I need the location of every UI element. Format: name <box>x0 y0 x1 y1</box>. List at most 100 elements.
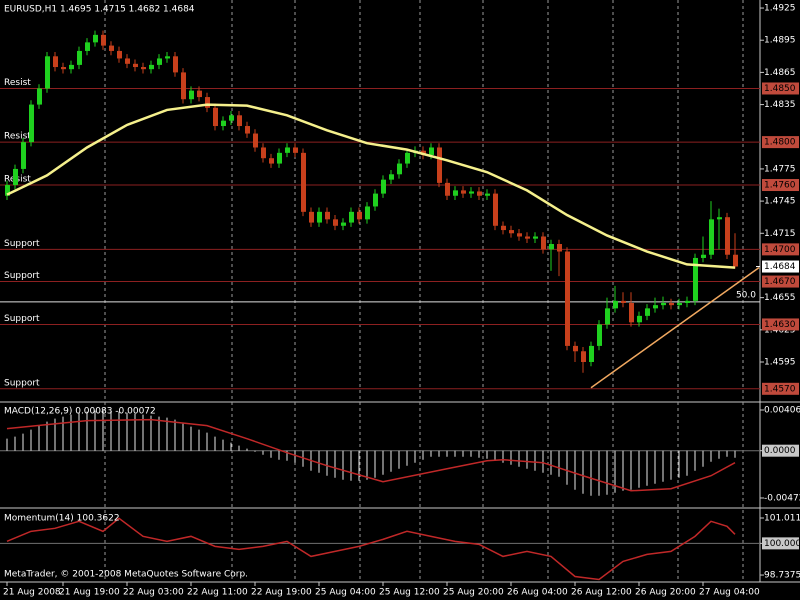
candle-body <box>309 211 314 223</box>
candle-body <box>717 217 722 220</box>
level-name: Support <box>4 378 40 388</box>
x-tick-label: 21 Aug 2008 <box>3 588 61 598</box>
y-tick-label: 0.0000 <box>764 446 796 456</box>
candle-body <box>653 305 658 309</box>
candle-body <box>549 244 554 250</box>
candle-body <box>349 211 354 223</box>
copyright: MetaTrader, © 2001-2008 MetaQuotes Softw… <box>4 570 248 580</box>
candle-body <box>645 308 650 316</box>
fib-label: 50.0 <box>736 290 756 300</box>
candle-body <box>557 244 562 252</box>
candle-body <box>701 254 706 258</box>
candle-body <box>117 50 122 59</box>
y-tick-label: 1.4595 <box>764 357 796 367</box>
level-label: 1.4760 <box>764 181 796 191</box>
signal-line <box>6 418 736 492</box>
level-label: 1.4700 <box>764 245 796 255</box>
y-tick-label: 101.0116 <box>764 513 800 523</box>
candle-body <box>565 251 570 346</box>
candle-body <box>237 115 242 127</box>
x-tick-label: 26 Aug 20:00 <box>635 588 696 598</box>
level-box <box>762 275 799 288</box>
level-box <box>762 318 799 331</box>
candle-body <box>229 115 234 121</box>
tick-box <box>762 537 799 550</box>
momentum-line <box>6 517 736 581</box>
y-tick-label: 1.4655 <box>764 293 796 303</box>
candle-body <box>269 158 274 164</box>
candle-body <box>613 300 618 309</box>
candle-body <box>245 126 250 134</box>
moving-average <box>6 103 736 269</box>
x-tick-label: 22 Aug 03:00 <box>123 588 184 598</box>
candle-body <box>485 193 490 196</box>
y-tick-label: 1.4895 <box>764 36 796 46</box>
candle-body <box>141 67 146 70</box>
candle-body <box>637 315 642 323</box>
candle-body <box>437 147 442 183</box>
candle-body <box>677 303 682 306</box>
candle-body <box>301 152 306 212</box>
candle-body <box>205 97 210 108</box>
candle-body <box>333 219 338 226</box>
candle-body <box>597 324 602 346</box>
candle-body <box>493 193 498 226</box>
y-tick-label: -0.00472 <box>764 493 800 503</box>
candle-body <box>317 211 322 223</box>
candle-body <box>261 147 266 159</box>
candle-body <box>373 193 378 207</box>
x-tick-label: 25 Aug 12:00 <box>379 588 440 598</box>
candle-body <box>709 219 714 255</box>
candle-body <box>389 174 394 180</box>
candle-body <box>589 345 594 362</box>
candle-body <box>197 90 202 98</box>
panel-title: MACD(12,26,9) 0.00083 -0.00072 <box>4 407 156 417</box>
candle-body <box>69 64 74 70</box>
candle-body <box>733 254 738 267</box>
candle-body <box>533 236 538 239</box>
candle-body <box>461 190 466 194</box>
level-box <box>762 179 799 192</box>
candle-body <box>573 345 578 352</box>
current-price-label: 1.4684 <box>764 262 796 272</box>
level-name: Support <box>4 314 40 324</box>
candle-body <box>149 64 154 70</box>
level-name: Resist <box>4 132 31 142</box>
candle-body <box>341 222 346 226</box>
candle-body <box>621 300 626 304</box>
candle-body <box>357 211 362 220</box>
candle-body <box>157 58 162 65</box>
y-tick-label: 0.00406 <box>764 406 800 416</box>
candle-body <box>101 34 106 46</box>
candle-body <box>93 34 98 43</box>
y-tick-label: 1.4835 <box>764 100 796 110</box>
candle-body <box>29 104 34 143</box>
candle-body <box>445 182 450 196</box>
candle-body <box>213 107 218 127</box>
candle-body <box>189 90 194 100</box>
candle-body <box>453 190 458 196</box>
trendline <box>590 266 760 389</box>
candle-body <box>37 88 42 105</box>
candle-body <box>181 72 186 100</box>
candle-body <box>133 63 138 68</box>
level-name: Support <box>4 271 40 281</box>
candle-body <box>61 67 66 70</box>
candle-body <box>685 300 690 304</box>
candle-body <box>725 217 730 255</box>
candle-body <box>325 211 330 220</box>
level-box <box>762 243 799 256</box>
candle-body <box>629 303 634 323</box>
level-box <box>762 136 799 149</box>
candle-body <box>541 236 546 250</box>
candle-body <box>253 133 258 148</box>
level-box <box>762 382 799 395</box>
candle-body <box>397 163 402 175</box>
candle-body <box>53 56 58 68</box>
candle-body <box>381 179 386 194</box>
y-tick-label: 1.4925 <box>764 4 796 14</box>
x-tick-label: 25 Aug 20:00 <box>443 588 504 598</box>
y-tick-label: 98.7375 <box>764 571 800 581</box>
